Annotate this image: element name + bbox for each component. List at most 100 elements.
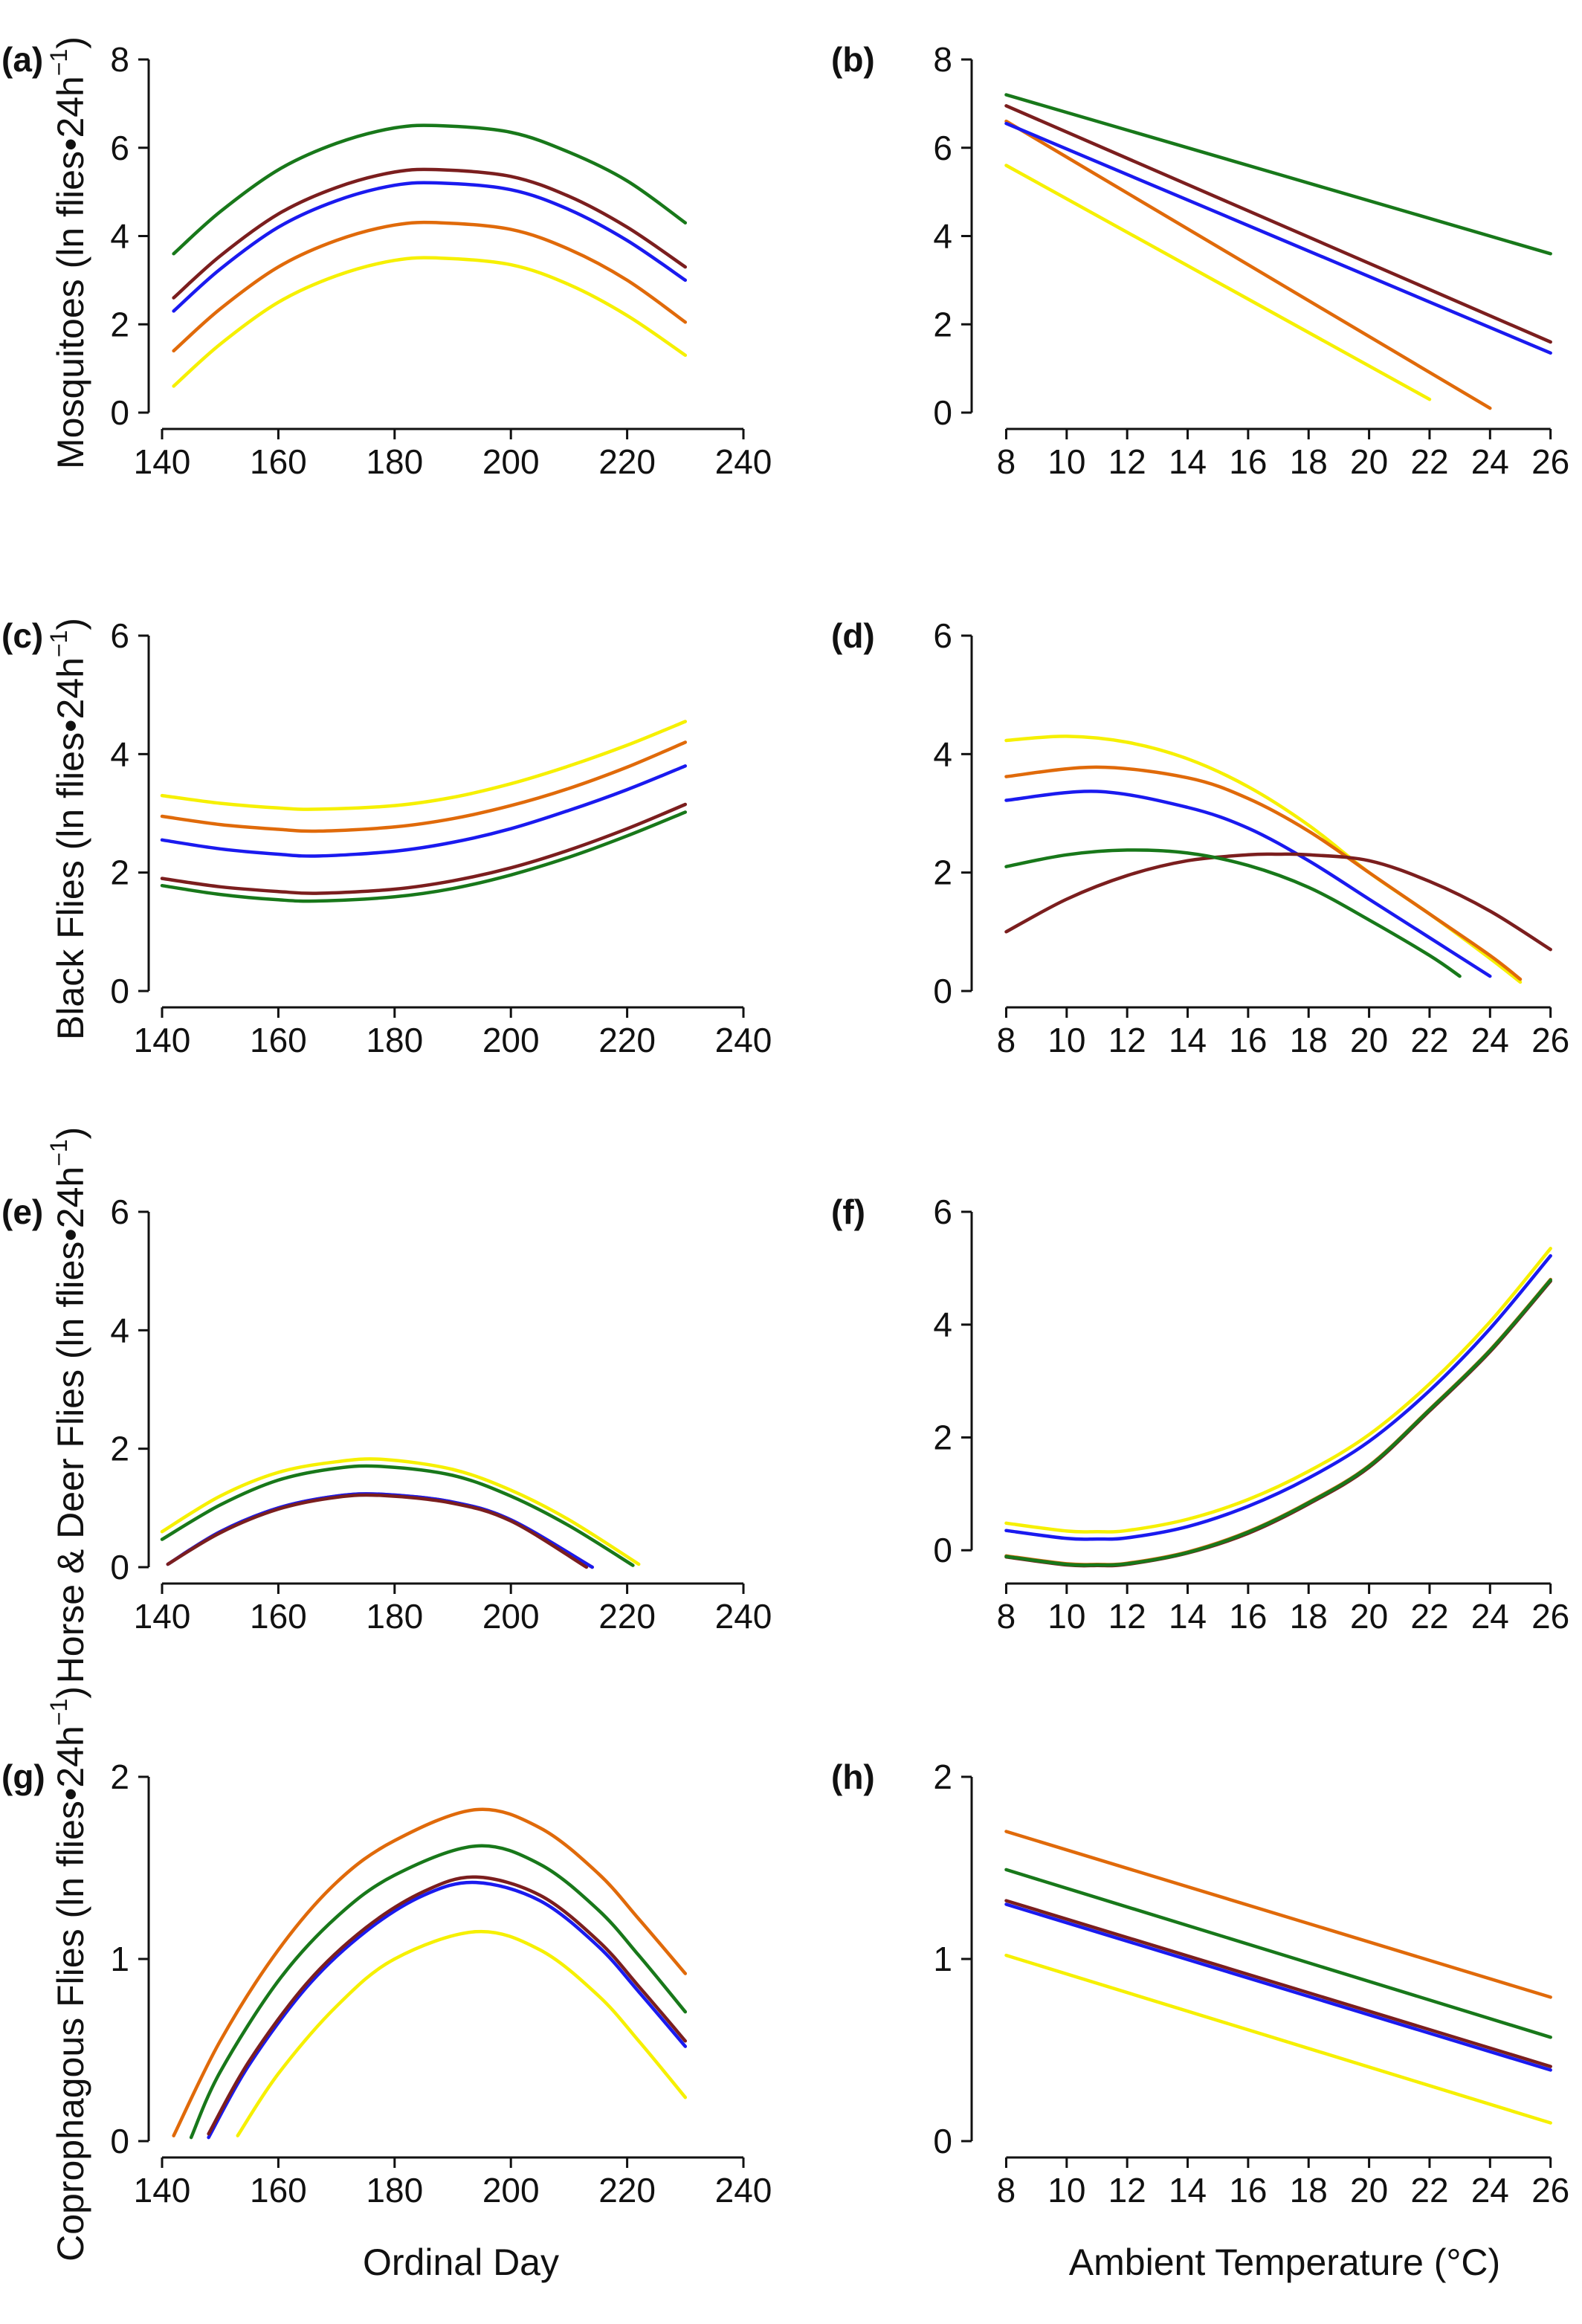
- y-tick-label: 2: [933, 853, 952, 892]
- y-tick-label: 0: [110, 2122, 129, 2160]
- panel-label: (d): [831, 616, 875, 655]
- y-tick-label: 4: [110, 735, 129, 773]
- series-line-blue: [1004, 121, 1552, 355]
- series-line-maroon: [172, 167, 688, 300]
- x-tick-label: 26: [1531, 1021, 1569, 1059]
- series-line-yellow: [236, 1929, 688, 2137]
- series-line-blue: [1004, 790, 1492, 978]
- series-line-yellow: [1004, 1953, 1552, 2125]
- series-line-blue: [160, 764, 688, 858]
- x-tick-label: 180: [366, 1597, 423, 1636]
- panel-c: 0 2 4 6 140 160 180 200 220 240 (c): [1, 616, 772, 1059]
- series-line-yellow: [1004, 1247, 1552, 1534]
- panel-label: (f): [831, 1192, 865, 1231]
- series-line-green: [160, 1464, 635, 1567]
- x-tick-label: 18: [1290, 1021, 1328, 1059]
- series-line-maroon: [1004, 1279, 1552, 1568]
- y-tick-label: 4: [933, 1305, 952, 1344]
- y-tick-label: 4: [110, 1311, 129, 1349]
- x-tick-label: 200: [482, 442, 540, 481]
- x-tick-label: 200: [482, 1597, 540, 1636]
- x-tick-label: 24: [1471, 1021, 1509, 1059]
- series-line-blue: [172, 181, 688, 313]
- y-tick-label: 2: [110, 853, 129, 892]
- x-tick-label: 22: [1410, 1021, 1448, 1059]
- x-tick-label: 180: [366, 2171, 423, 2210]
- y-tick-label: 0: [933, 393, 952, 432]
- x-tick-label: 18: [1290, 442, 1328, 481]
- x-tick-label: 180: [366, 1021, 423, 1059]
- y-tick-label: 8: [933, 40, 952, 79]
- panel-label: (g): [1, 1757, 45, 1796]
- y-tick-label: 1: [933, 1940, 952, 1978]
- x-tick-label: 160: [250, 1597, 307, 1636]
- y-tick-label: 0: [933, 972, 952, 1010]
- x-tick-label: 8: [997, 442, 1016, 481]
- x-tick-label: 200: [482, 1021, 540, 1059]
- series-line-orange: [1004, 1830, 1552, 1999]
- panel-a: 0 2 4 6 8 140 160 180 200 220 240 (a): [1, 40, 772, 481]
- y-tick-label: 2: [110, 1757, 129, 1796]
- y-tick-label: 4: [933, 217, 952, 256]
- row-ylabel-2: Black Flies (ln flies•24h−1): [45, 618, 91, 1040]
- x-tick-label: 20: [1350, 2171, 1388, 2210]
- x-tick-label: 26: [1531, 442, 1569, 481]
- x-tick-label: 22: [1410, 442, 1448, 481]
- series-line-maroon: [207, 1875, 688, 2136]
- y-tick-label: 0: [110, 393, 129, 432]
- x-tick-label: 24: [1471, 1597, 1509, 1636]
- x-tick-label: 160: [250, 1021, 307, 1059]
- y-tick-label: 0: [933, 2122, 952, 2160]
- x-tick-label: 12: [1108, 1021, 1146, 1059]
- x-tick-label: 140: [134, 442, 191, 481]
- series-line-blue: [207, 1880, 688, 2140]
- series-line-orange: [1004, 119, 1492, 410]
- x-tick-label: 14: [1169, 1021, 1207, 1059]
- series-line-maroon: [166, 1493, 589, 1569]
- x-tick-label: 22: [1410, 2171, 1448, 2210]
- x-tick-label: 12: [1108, 442, 1146, 481]
- y-tick-label: 0: [110, 972, 129, 1010]
- panel-label: (b): [831, 40, 875, 79]
- x-tick-label: 10: [1047, 1597, 1085, 1636]
- x-tick-label: 24: [1471, 442, 1509, 481]
- row-ylabel-4: Coprophagous Flies (ln flies•24h−1): [45, 1686, 91, 2262]
- y-tick-label: 4: [933, 735, 952, 773]
- y-tick-label: 0: [110, 1548, 129, 1587]
- x-axis-title-right: Ambient Temperature (°C): [1069, 2241, 1500, 2283]
- x-tick-label: 240: [715, 1597, 772, 1636]
- x-axis-title-left: Ordinal Day: [363, 2241, 559, 2283]
- panel-label: (a): [1, 40, 43, 79]
- x-tick-label: 20: [1350, 442, 1388, 481]
- x-tick-label: 240: [715, 442, 772, 481]
- x-tick-label: 8: [997, 1597, 1016, 1636]
- y-tick-label: 6: [933, 129, 952, 167]
- panel-label: (c): [1, 616, 43, 655]
- x-tick-label: 140: [134, 1597, 191, 1636]
- series-line-green: [1004, 93, 1552, 256]
- x-tick-label: 10: [1047, 442, 1085, 481]
- series-line-orange: [172, 1807, 688, 2137]
- y-tick-label: 0: [933, 1531, 952, 1569]
- y-tick-label: 2: [110, 1430, 129, 1468]
- x-tick-label: 8: [997, 1021, 1016, 1059]
- panel-e: 0 2 4 6 140 160 180 200 220 240 (e): [1, 1192, 772, 1636]
- x-tick-label: 140: [134, 2171, 191, 2210]
- series-line-maroon: [1004, 104, 1552, 344]
- row-ylabels: Mosquitoes (ln flies•24h−1) Black Flies …: [45, 36, 91, 2262]
- series-line-green: [189, 1844, 688, 2140]
- series-line-yellow: [160, 1457, 641, 1566]
- y-tick-label: 8: [110, 40, 129, 79]
- series-line-green: [1004, 848, 1462, 978]
- x-tick-label: 26: [1531, 2171, 1569, 2210]
- x-tick-label: 180: [366, 442, 423, 481]
- y-tick-label: 1: [110, 1940, 129, 1978]
- x-tick-label: 16: [1229, 1597, 1267, 1636]
- x-tick-label: 24: [1471, 2171, 1509, 2210]
- series-line-orange: [1004, 765, 1523, 981]
- series-line-blue: [1004, 1902, 1552, 2072]
- y-tick-label: 6: [110, 616, 129, 655]
